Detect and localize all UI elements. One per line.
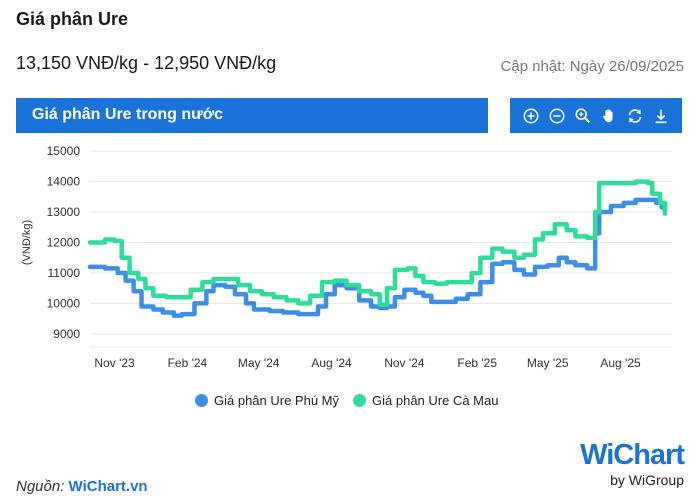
source-note: Nguồn: WiChart.vn	[16, 478, 148, 495]
reset-icon[interactable]	[625, 106, 645, 126]
y-tick-label: 13000	[47, 205, 81, 219]
y-axis-label: (VNĐ/kg)	[21, 220, 33, 265]
legend-marker-phu-my	[195, 394, 208, 407]
x-tick-label: Nov '24	[384, 356, 425, 370]
series-line-phu-my	[87, 197, 668, 318]
brand-wordmark: WiChart	[580, 439, 685, 471]
y-tick-label: 10000	[47, 296, 81, 310]
chart-toolbar	[510, 98, 682, 133]
brand-subtitle: by WiGroup	[610, 472, 684, 488]
brand-logo: WiChart by WiGroup	[580, 439, 685, 488]
y-tick-label: 14000	[47, 175, 81, 189]
price-range: 13,150 VNĐ/kg - 12,950 VNĐ/kg	[16, 53, 277, 73]
legend-item-phu-my[interactable]: Giá phân Ure Phú Mỹ	[195, 393, 339, 408]
magnifier-icon[interactable]	[573, 106, 593, 126]
brand-wi: Wi	[580, 439, 614, 471]
download-icon[interactable]	[651, 106, 671, 126]
x-tick-label: Aug '25	[600, 356, 641, 370]
y-tick-label: 15000	[47, 144, 81, 158]
price-line-chart: 9000 10000 11000 12000 13000 14000 15000 (VNĐ/k…	[21, 144, 672, 370]
source-link[interactable]: WiChart.vn	[68, 478, 148, 495]
pan-hand-icon[interactable]	[599, 106, 619, 126]
y-tick-label: 12000	[47, 236, 81, 250]
chart-legend: Giá phân Ure Phú Mỹ Giá phân Ure Cà Mau	[195, 393, 498, 408]
y-tick-label: 11000	[48, 266, 81, 280]
x-tick-label: Nov '23	[94, 356, 135, 370]
y-tick-label: 9000	[53, 327, 80, 341]
legend-label-ca-mau: Giá phân Ure Cà Mau	[372, 393, 499, 408]
x-tick-label: Aug '24	[311, 356, 352, 370]
series-line-ca-mau	[87, 179, 668, 308]
legend-marker-ca-mau	[353, 394, 367, 407]
source-label: Nguồn:	[16, 478, 65, 495]
chart-panel-title: Giá phân Ure trong nước	[16, 98, 488, 133]
x-tick-label: May '25	[527, 356, 569, 370]
x-tick-label: May '24	[238, 356, 280, 370]
zoom-out-icon[interactable]	[547, 106, 567, 126]
legend-item-ca-mau[interactable]: Giá phân Ure Cà Mau	[353, 393, 498, 408]
zoom-in-icon[interactable]	[521, 106, 541, 126]
legend-label-phu-my: Giá phân Ure Phú Mỹ	[214, 393, 340, 408]
update-date: Cập nhật: Ngày 26/09/2025	[500, 58, 684, 75]
x-tick-label: Feb '25	[457, 356, 497, 370]
brand-chart: Chart	[613, 439, 685, 471]
page-title: Giá phân Ure	[16, 9, 129, 29]
x-tick-label: Feb '24	[168, 356, 208, 370]
